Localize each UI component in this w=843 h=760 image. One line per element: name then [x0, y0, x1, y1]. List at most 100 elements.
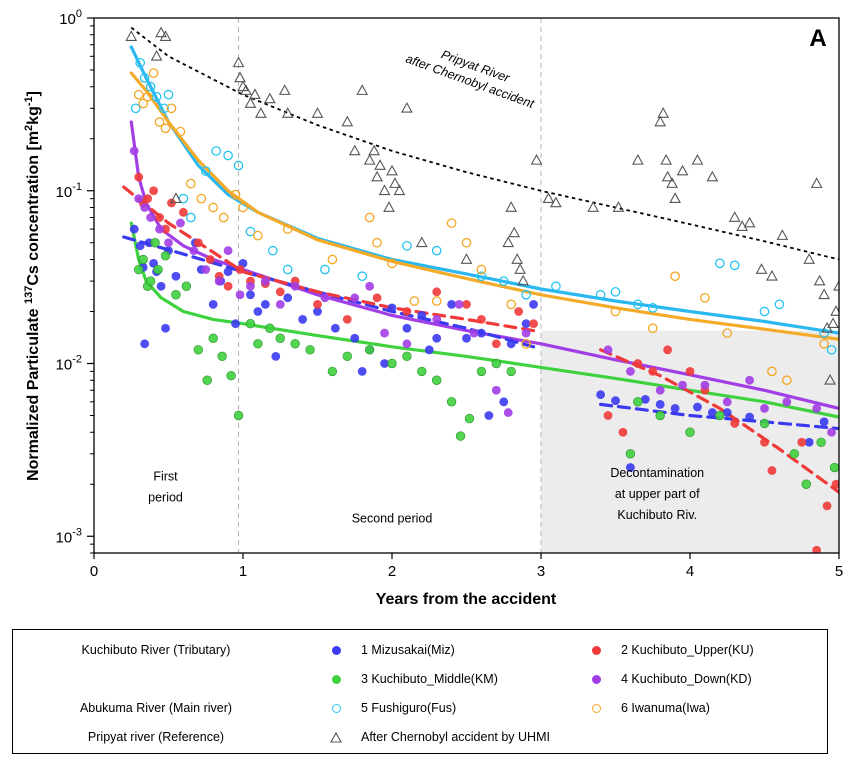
series-3-kuchibuto-middle-km- — [134, 238, 839, 489]
data-point — [678, 380, 687, 390]
data-point — [181, 281, 192, 291]
data-point — [249, 88, 261, 99]
data-point — [502, 236, 515, 248]
data-point — [196, 193, 207, 204]
fit-curve — [599, 402, 839, 431]
data-point — [409, 296, 420, 306]
data-point — [223, 281, 233, 291]
data-point — [402, 240, 412, 251]
data-point — [298, 315, 307, 324]
annotation-text: First — [153, 470, 178, 484]
data-point — [368, 144, 381, 156]
data-point — [133, 89, 144, 100]
data-point — [610, 286, 621, 297]
data-point — [140, 339, 150, 349]
data-point — [154, 117, 165, 127]
data-point — [341, 115, 354, 127]
data-point — [827, 427, 836, 437]
data-point — [476, 366, 487, 377]
data-point — [253, 339, 263, 349]
data-point — [278, 84, 291, 95]
data-point — [150, 238, 160, 248]
data-point — [789, 449, 799, 459]
data-point — [135, 241, 145, 251]
fit-curve — [122, 185, 536, 333]
data-point — [767, 466, 777, 475]
data-point — [491, 358, 501, 369]
x-tick-label: 0 — [90, 563, 98, 580]
data-point — [491, 339, 501, 349]
data-point — [138, 98, 149, 109]
data-point — [267, 245, 278, 256]
data-point — [129, 224, 139, 234]
data-point — [542, 192, 555, 203]
data-point — [320, 293, 330, 303]
data-point — [202, 375, 212, 385]
data-point — [350, 333, 360, 343]
data-point — [506, 299, 517, 310]
annotation-text: Kuchibuto Riv. — [617, 508, 697, 522]
data-point — [626, 367, 635, 376]
data-points — [125, 26, 839, 553]
data-point — [745, 375, 754, 385]
data-point — [824, 373, 836, 385]
data-point — [163, 89, 174, 100]
data-point — [134, 194, 144, 204]
data-point — [551, 281, 561, 292]
data-point — [265, 323, 275, 333]
data-point — [826, 344, 837, 355]
data-point — [633, 397, 643, 407]
data-point — [134, 264, 144, 275]
data-point — [208, 299, 218, 309]
data-point — [156, 281, 166, 291]
data-point — [263, 92, 276, 104]
data-point — [759, 418, 770, 429]
data-point — [275, 299, 285, 309]
panel-label: A — [809, 25, 826, 52]
data-point — [218, 212, 229, 223]
data-point — [462, 333, 471, 343]
data-point — [401, 101, 413, 113]
period-divider-lines — [238, 18, 542, 553]
data-point — [171, 271, 181, 281]
data-point — [145, 276, 156, 286]
data-point — [631, 153, 644, 165]
data-point — [402, 323, 412, 333]
data-point — [499, 397, 509, 407]
data-point — [529, 319, 538, 329]
data-point — [797, 437, 807, 447]
data-point — [812, 403, 822, 413]
data-point — [186, 178, 196, 189]
y-tick-label: 10-2 — [56, 354, 82, 374]
data-point — [700, 380, 710, 390]
data-point — [745, 412, 754, 422]
data-point — [415, 236, 428, 248]
data-point — [476, 271, 487, 282]
data-point — [759, 306, 770, 317]
data-point — [521, 289, 531, 300]
data-point — [530, 153, 543, 165]
legend-item-label: 1 Mizusakai(Miz) — [361, 643, 455, 657]
data-point — [503, 408, 513, 417]
data-point — [647, 323, 658, 334]
data-point — [281, 107, 294, 118]
data-point — [803, 253, 816, 264]
annotation-text: Decontamination — [610, 466, 704, 480]
data-point — [476, 264, 487, 275]
legend-item-label: After Chernobyl accident by UHMI — [361, 730, 550, 744]
data-point — [159, 30, 172, 41]
data-point — [432, 333, 442, 343]
data-point — [655, 385, 665, 395]
data-point — [149, 186, 159, 196]
data-point — [618, 427, 628, 437]
data-point — [129, 146, 139, 156]
data-point — [217, 351, 227, 362]
data-point — [313, 299, 322, 309]
data-point — [812, 545, 822, 553]
data-point — [657, 107, 670, 118]
data-point — [603, 411, 613, 420]
data-point — [357, 367, 367, 376]
data-point — [155, 26, 167, 38]
data-point — [506, 366, 516, 377]
data-point — [260, 276, 270, 286]
